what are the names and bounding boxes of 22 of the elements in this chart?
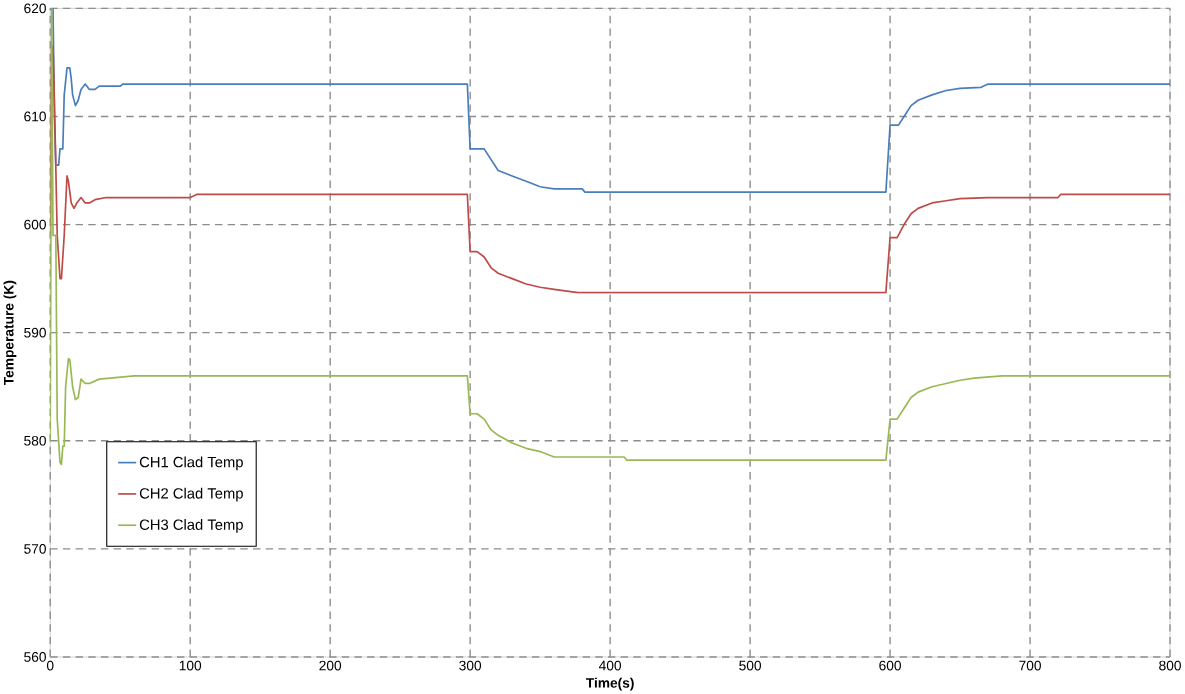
legend-label: CH1 Clad Temp — [139, 456, 243, 471]
x-tick-label: 100 — [179, 660, 202, 671]
y-axis-title: Temperature (K) — [3, 280, 17, 386]
x-tick-label: 400 — [598, 660, 622, 671]
x-tick-label: 700 — [1019, 660, 1041, 671]
y-tick-label: 590 — [24, 327, 46, 338]
x-axis-title: Time(s) — [585, 677, 634, 691]
y-tick-label: 620 — [24, 3, 46, 14]
x-tick-label: 0 — [46, 660, 54, 671]
x-tick-label: 200 — [319, 660, 342, 671]
y-tick-label: 600 — [24, 219, 46, 230]
y-tick-label: 570 — [24, 543, 46, 554]
x-tick-label: 500 — [739, 660, 762, 671]
y-tick-label: 560 — [24, 652, 46, 662]
legend-label: CH3 Clad Temp — [139, 519, 243, 533]
x-tick-label: 300 — [459, 660, 482, 671]
legend-label: CH2 Clad Temp — [139, 487, 243, 502]
x-tick-label: 600 — [879, 660, 901, 671]
y-tick-label: 610 — [24, 111, 46, 122]
x-tick-label: 800 — [1159, 660, 1181, 671]
line-series — [50, 45, 1171, 294]
y-tick-label: 580 — [24, 435, 46, 446]
